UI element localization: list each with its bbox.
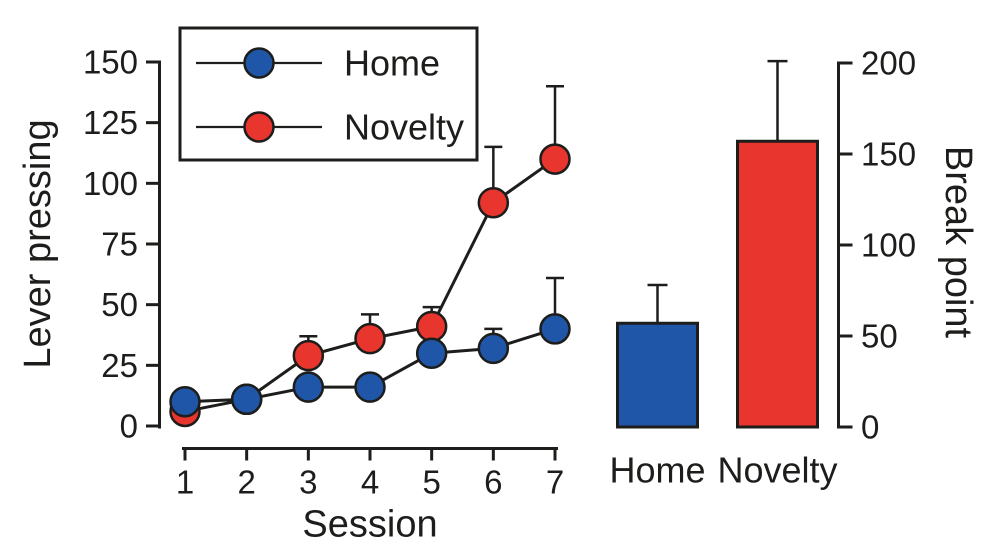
bar-home: [616, 321, 699, 429]
lever-pressing-line-chart: 0 25 50 75 100 125 150 Lever pressing 1 2 3 4 5 6 7 Ses…: [17, 44, 571, 545]
legend-box: [178, 26, 479, 162]
x-tick-label: 7: [546, 464, 564, 501]
x-axis-label: Session: [302, 503, 437, 545]
right-axis-label: Break point: [937, 146, 979, 339]
y-tick-label: 125: [83, 104, 138, 141]
x-tick-label: 1: [176, 464, 194, 501]
marker-novelty: [539, 143, 571, 175]
marker-novelty: [354, 322, 386, 355]
x-tick-label: 5: [422, 464, 440, 501]
bar-label-novelty: Novelty: [717, 450, 837, 491]
marker-home: [169, 385, 201, 418]
series-home: [169, 276, 571, 418]
marker-novelty: [477, 186, 510, 219]
marker-novelty: [292, 339, 325, 372]
marker-home: [354, 371, 386, 403]
x-tick-label: 2: [237, 464, 255, 501]
marker-home: [230, 383, 263, 416]
right-tick-label: 50: [861, 318, 898, 355]
y-tick-label: 100: [83, 165, 138, 202]
y-tick-label: 75: [101, 226, 138, 263]
legend-label-novelty: Novelty: [344, 107, 464, 148]
marker-home: [539, 313, 571, 345]
bar-novelty: [736, 139, 819, 429]
legend-label-home: Home: [344, 43, 440, 84]
y-tick-label: 150: [83, 44, 138, 81]
right-tick-label: 150: [861, 136, 916, 173]
y-tick-label: 0: [120, 408, 138, 445]
marker-home: [477, 332, 510, 365]
x-tick-label: 3: [299, 464, 317, 501]
legend-marker-home: [243, 47, 275, 79]
y-tick-label: 50: [101, 286, 138, 323]
right-tick-label: 200: [861, 45, 916, 82]
right-tick-label: 100: [861, 227, 916, 264]
x-tick-label: 6: [484, 464, 502, 501]
legend: Home Novelty: [178, 26, 479, 162]
marker-home: [415, 337, 448, 369]
break-point-bar-chart: 0 50 100 150 200 Break point Home Novelty: [609, 45, 979, 491]
x-tick-label: 4: [361, 464, 379, 501]
marker-novelty: [415, 310, 448, 343]
legend-marker-novelty: [243, 111, 275, 143]
y-axis-label: Lever pressing: [17, 119, 59, 368]
bar-label-home: Home: [609, 450, 705, 491]
right-tick-label: 0: [861, 409, 879, 446]
marker-home: [292, 371, 325, 403]
y-tick-label: 25: [101, 347, 138, 384]
